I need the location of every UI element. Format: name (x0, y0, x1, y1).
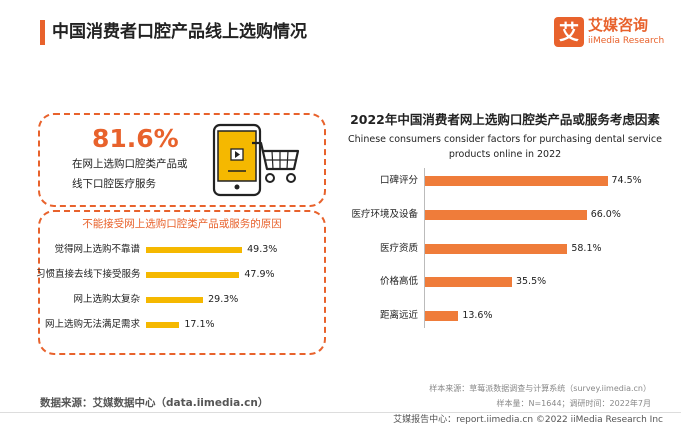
footer-divider (0, 412, 681, 413)
page-title: 中国消费者口腔产品线上选购情况 (52, 22, 307, 42)
reason-label: 习惯直接去线下接受服务 (36, 269, 141, 280)
factor-label: 口碑评分 (379, 175, 418, 186)
factor-value-label: 35.5% (515, 276, 547, 288)
factor-bar (425, 209, 587, 220)
chart-subtitle-line1: Chinese consumers consider factors for p… (348, 134, 662, 145)
highlight-percent: 81.6% (92, 124, 179, 153)
iimedia-logo: 艾 艾媒咨询 iiMedia Research (554, 16, 665, 51)
reason-label: 网上选购太复杂 (73, 294, 140, 305)
data-source: 数据来源：艾媒数据中心（data.iimedia.cn） (40, 397, 269, 409)
factor-label: 医疗资质 (379, 242, 418, 254)
reasons-box (38, 210, 326, 355)
factor-value-label: 74.5% (611, 175, 642, 186)
reason-label: 网上选购无法满足需求 (44, 319, 140, 330)
reason-value-label: 47.9% (244, 269, 275, 280)
title-accent-bar (40, 20, 45, 45)
chart-title: 2022年中国消费者网上选购口腔类产品或服务考虑因素 (350, 112, 660, 127)
highlight-desc-line2: 线下口腔医疗服务 (72, 178, 156, 190)
highlight-box (38, 113, 326, 207)
factor-label: 医疗环境及设备 (351, 208, 418, 220)
factor-bar (425, 311, 459, 321)
sample-source: 样本来源：草莓派数据调查与计算系统（survey.iimedia.cn） (429, 384, 651, 393)
reason-label: 觉得网上选购不靠谱 (54, 244, 140, 255)
reason-bar (146, 322, 180, 328)
reason-bar (146, 297, 204, 303)
factor-label: 价格高低 (379, 276, 418, 288)
factor-label: 距离远近 (379, 310, 418, 321)
factor-value-label: 13.6% (462, 310, 493, 321)
reason-value-label: 49.3% (247, 244, 278, 255)
chart-subtitle-line2: products online in 2022 (448, 149, 562, 160)
footer-text: 艾媒报告中心：report.iimedia.cn ©2022 iiMedia R… (393, 415, 663, 425)
factor-bar (425, 243, 568, 254)
sample-info: 样本量：N=1644；调研时间：2022年7月 (496, 399, 652, 408)
highlight-desc-line1: 在网上选购口腔类产品或 (72, 158, 188, 170)
online-shopping-cart-icon (212, 123, 300, 197)
reasons-title: 不能接受网上选购口腔类产品或服务的原因 (82, 218, 282, 230)
factor-bar (425, 176, 608, 186)
chart-y-axis-line (424, 168, 425, 328)
logo-en-text: iiMedia Research (588, 36, 665, 46)
factor-bar (425, 277, 512, 288)
logo-cn-text: 艾媒咨询 (588, 16, 649, 34)
factor-value-label: 58.1% (571, 242, 602, 254)
logo-mark: 艾 (554, 17, 584, 47)
factor-value-label: 66.0% (590, 208, 621, 220)
reason-bar (146, 247, 243, 253)
reason-value-label: 17.1% (184, 319, 215, 330)
reason-value-label: 29.3% (208, 294, 239, 305)
reason-bar (146, 272, 240, 278)
